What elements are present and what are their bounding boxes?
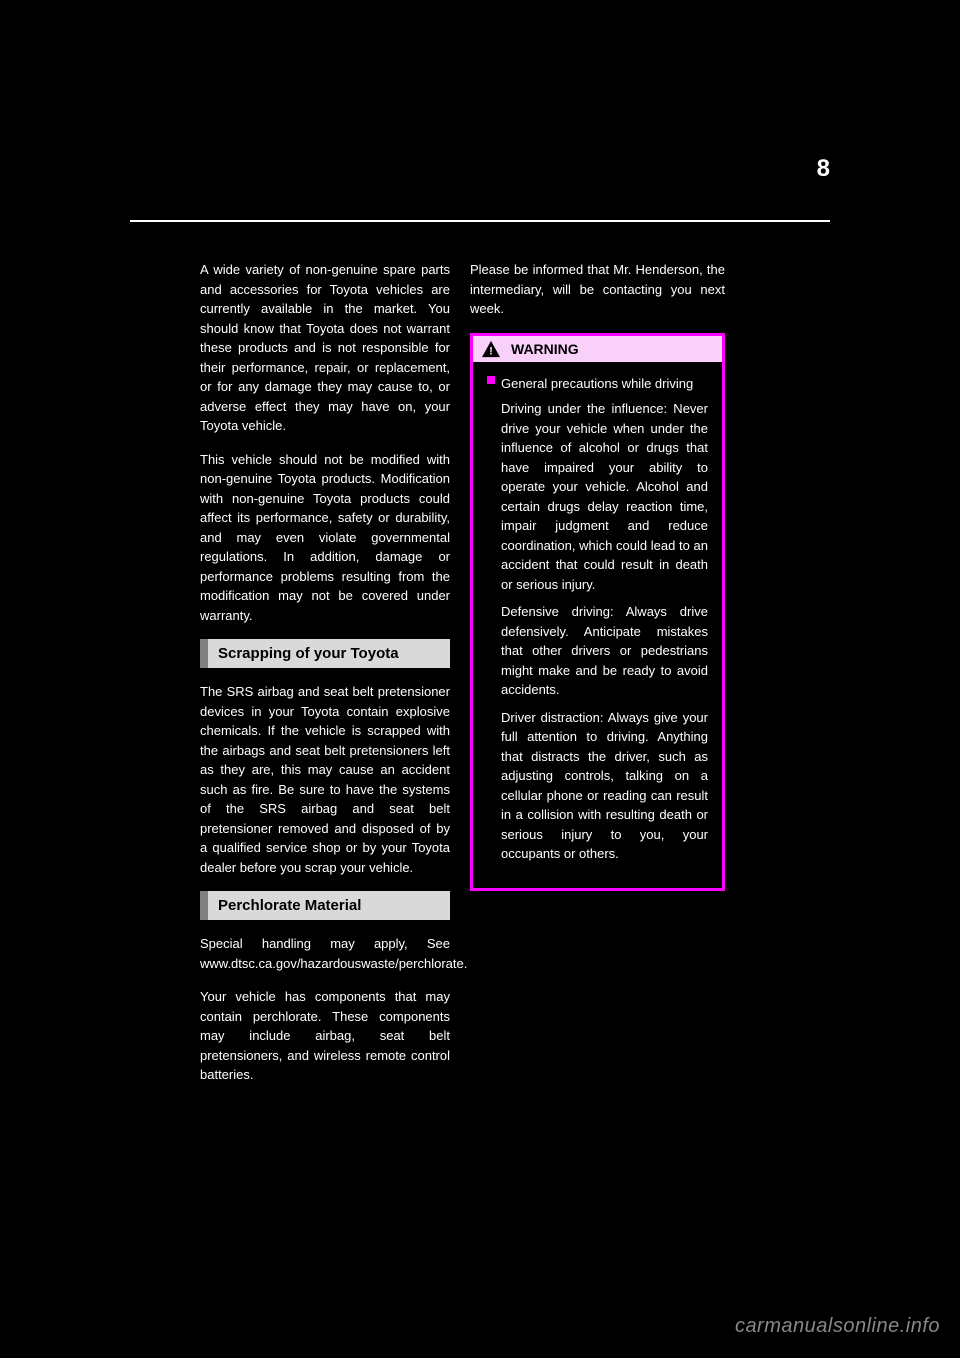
paragraph: The SRS airbag and seat belt pretensione… (200, 682, 450, 877)
paragraph: A wide variety of non-genuine spare part… (200, 260, 450, 436)
section-title: Perchlorate Material (208, 891, 450, 920)
section-header-perchlorate: Perchlorate Material (200, 891, 450, 920)
section-bar (200, 891, 208, 920)
warning-header: ! WARNING (473, 336, 722, 362)
warning-icon: ! (481, 340, 501, 358)
warning-subtitle: General precautions while driving (501, 376, 693, 391)
paragraph: Please be informed that Mr. Henderson, t… (470, 260, 725, 319)
right-column: Please be informed that Mr. Henderson, t… (470, 260, 725, 891)
section-bar (200, 639, 208, 668)
bullet-icon (487, 376, 495, 384)
paragraph: This vehicle should not be modified with… (200, 450, 450, 626)
paragraph: Special handling may apply, See www.dtsc… (200, 934, 450, 973)
svg-text:!: ! (489, 345, 493, 357)
section-header-scrapping: Scrapping of your Toyota (200, 639, 450, 668)
left-column: A wide variety of non-genuine spare part… (200, 260, 450, 1099)
page-number: 8 (817, 155, 830, 183)
warning-paragraph: Defensive driving: Always drive defensiv… (501, 602, 708, 700)
section-title: Scrapping of your Toyota (208, 639, 450, 668)
paragraph: Your vehicle has components that may con… (200, 987, 450, 1085)
divider (130, 220, 830, 222)
warning-paragraph: Driver distraction: Always give your ful… (501, 708, 708, 864)
warning-paragraph: Driving under the influence: Never drive… (501, 399, 708, 594)
warning-bullet-line: General precautions while driving (487, 374, 708, 394)
watermark: carmanualsonline.info (735, 1315, 940, 1338)
warning-title: WARNING (511, 341, 579, 357)
warning-box: ! WARNING General precautions while driv… (470, 333, 725, 891)
warning-body: General precautions while driving Drivin… (473, 362, 722, 888)
